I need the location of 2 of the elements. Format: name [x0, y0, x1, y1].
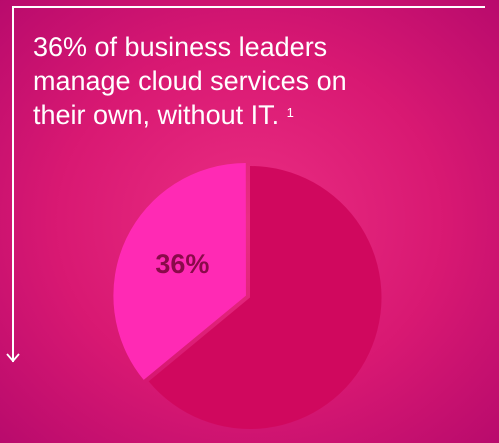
data-label: 36%	[155, 249, 210, 280]
chart-title: 36% of business leaders manage cloud services on their own, without IT. $^{1}$	[33, 31, 348, 132]
